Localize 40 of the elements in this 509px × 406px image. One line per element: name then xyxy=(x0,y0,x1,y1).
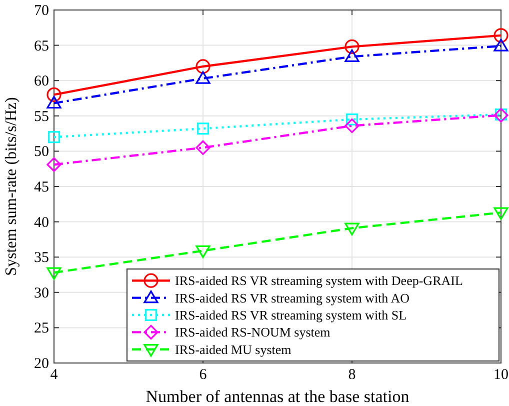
point xyxy=(48,131,60,144)
point xyxy=(46,267,62,280)
y-tick-label: 45 xyxy=(34,180,49,196)
y-tick-label: 60 xyxy=(34,74,49,90)
point xyxy=(344,39,360,54)
legend-label: IRS-aided MU system xyxy=(175,342,292,357)
y-tick-label: 50 xyxy=(34,144,49,160)
legend-label: IRS-aided RS VR streaming system with SL xyxy=(175,308,407,322)
legend-label: IRS-aided RS VR streaming system with Deep-GRAIL xyxy=(175,273,463,288)
y-tick-label: 70 xyxy=(34,3,49,19)
point xyxy=(196,59,210,74)
y-tick-label: 20 xyxy=(34,356,49,372)
y-tick-label: 65 xyxy=(34,38,49,54)
point xyxy=(197,122,209,135)
point xyxy=(196,140,210,155)
point xyxy=(344,118,360,134)
point xyxy=(196,71,210,84)
point xyxy=(196,245,210,258)
point xyxy=(46,87,62,102)
x-tick-label: 8 xyxy=(348,367,356,383)
point xyxy=(344,222,360,236)
legend-label: IRS-aided RS VR streaming system with AO xyxy=(175,290,410,306)
y-tick-label: 40 xyxy=(34,214,49,231)
point xyxy=(46,157,62,172)
y-tick-label: 30 xyxy=(34,285,49,302)
point xyxy=(494,28,508,43)
x-tick-label: 10 xyxy=(494,367,508,383)
y-tick-label: 35 xyxy=(34,250,49,266)
point xyxy=(494,38,508,52)
legend-label: IRS-aided RS-NOUM system xyxy=(175,324,330,340)
point xyxy=(46,96,62,109)
x-tick-label: 6 xyxy=(199,367,208,383)
y-tick-label: 55 xyxy=(34,108,49,125)
x-axis-title: Number of antennas at the base station xyxy=(146,387,410,406)
y-tick-label: 25 xyxy=(34,320,49,337)
point xyxy=(494,207,508,220)
y-axis-title: System sum-rate (bits/s/Hz) xyxy=(3,97,20,276)
x-tick-label: 4 xyxy=(50,367,58,383)
point xyxy=(346,113,358,126)
point xyxy=(344,49,360,62)
